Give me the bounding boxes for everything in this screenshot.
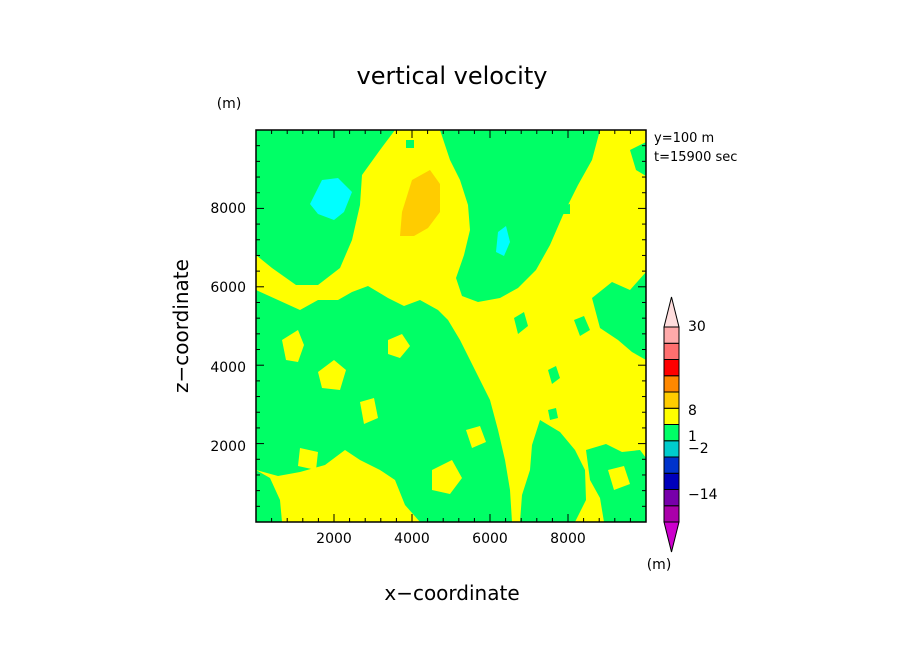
chart-title: vertical velocity: [357, 62, 548, 90]
colorbar-label-minus2: −2: [688, 441, 709, 457]
x-tick-label: 8000: [550, 531, 586, 547]
axis-ticks: [256, 130, 646, 522]
contour-level-orange: [400, 170, 440, 236]
annotation-y: y=100 m: [654, 131, 714, 146]
colorbar-extend-max: [663, 296, 680, 328]
y-tick-label: 4000: [210, 360, 246, 376]
colorbar: [663, 296, 680, 553]
colorbar-segment: [663, 407, 680, 425]
y-tick-labels: 2000 4000 6000 8000: [210, 201, 246, 455]
x-tick-label: 2000: [316, 531, 352, 547]
plot-frame: [255, 129, 647, 523]
colorbar-segment: [663, 359, 680, 377]
y-axis-label: z−coordinate: [169, 259, 193, 393]
y-unit-label: (m): [217, 96, 242, 112]
colorbar-segment: [663, 391, 680, 409]
colorbar-segment: [663, 489, 680, 507]
x-axis-label: x−coordinate: [384, 581, 519, 605]
x-tick-labels: 2000 4000 6000 8000: [316, 531, 586, 547]
colorbar-segment: [663, 440, 680, 458]
contour-specks: [406, 140, 590, 420]
y-tick-label: 6000: [210, 280, 246, 296]
colorbar-segment: [663, 375, 680, 393]
annotation-time: t=15900 sec: [654, 150, 737, 165]
colorbar-segment: [663, 472, 680, 490]
colorbar-label-30: 30: [688, 319, 706, 335]
colorbar-label-minus14: −14: [688, 487, 718, 503]
x-tick-label: 4000: [394, 531, 430, 547]
x-tick-label: 6000: [472, 531, 508, 547]
colorbar-segment: [663, 326, 680, 344]
colorbar-segment: [663, 342, 680, 360]
colorbar-label-8: 8: [688, 403, 697, 419]
colorbar-segment: [663, 424, 680, 442]
contour-holes: [282, 330, 630, 494]
colorbar-extend-min: [663, 521, 680, 553]
colorbar-segment: [663, 505, 680, 523]
colorbar-segment: [663, 456, 680, 474]
contour-level-cyan: [310, 178, 510, 256]
colorbar-label-1: 1: [688, 429, 697, 445]
colorbar-unit-label: (m): [647, 557, 672, 573]
y-tick-label: 2000: [210, 439, 246, 455]
y-tick-label: 8000: [210, 201, 246, 217]
contour-field: [256, 130, 646, 522]
